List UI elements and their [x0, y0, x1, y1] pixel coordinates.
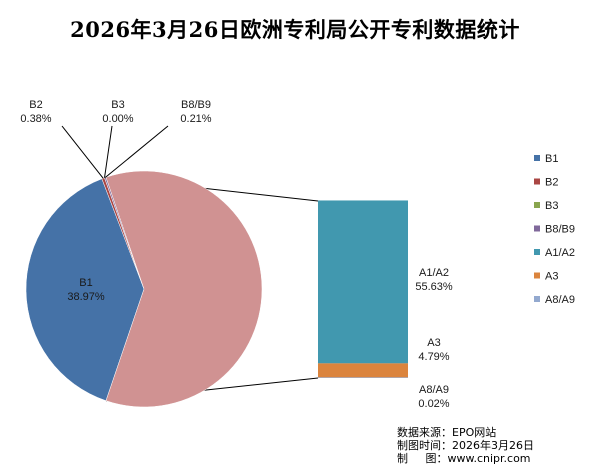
source-line-2: 制图时间：2026年3月26日: [397, 439, 534, 452]
bar-segment-a3: [318, 363, 408, 377]
data-label-a1-a2-name: A1/A2: [419, 267, 449, 279]
data-label-a3-value: 4.79%: [418, 351, 449, 363]
legend-label-b3: B3: [545, 200, 558, 212]
legend-swatch-a3: [534, 273, 540, 279]
leader-line-b3: [105, 126, 112, 178]
data-label-b1-name: B1: [79, 277, 92, 289]
data-label-b2-name: B2: [29, 99, 42, 111]
legend-swatch-b8-b9: [534, 226, 540, 232]
data-label-b8-b9-value: 0.21%: [180, 113, 211, 125]
source-line-1: 数据来源：EPO网站: [397, 426, 496, 439]
legend-label-a1-a2: A1/A2: [545, 247, 575, 259]
legend-label-b2: B2: [545, 177, 558, 189]
bar-segment-a8-a9: [318, 377, 408, 378]
data-label-b3-name: B3: [111, 99, 124, 111]
data-label-b2-value: 0.38%: [20, 113, 51, 125]
legend-label-a8-a9: A8/A9: [545, 294, 575, 306]
leader-line-b2: [62, 126, 103, 178]
legend-label-b8-b9: B8/B9: [545, 224, 575, 236]
data-label-b3-value: 0.00%: [102, 113, 133, 125]
data-label-a8-a9-name: A8/A9: [419, 384, 449, 396]
source-line-3: 制 图：www.cnipr.com: [397, 452, 531, 465]
leader-line-b8-b9: [105, 126, 168, 178]
data-label-b1-value: 38.97%: [67, 291, 105, 303]
legend-swatch-b1: [534, 155, 540, 161]
pie-group: [26, 171, 262, 407]
legend-swatch-a8-a9: [534, 296, 540, 302]
source-note: 数据来源：EPO网站 制图时间：2026年3月26日 制 图：www.cnipr…: [397, 426, 534, 465]
legend-swatch-a1-a2: [534, 249, 540, 255]
legend-swatch-b2: [534, 179, 540, 185]
bar-segment-a1-a2: [318, 200, 408, 363]
legend-swatch-b3: [534, 202, 540, 208]
legend-label-a3: A3: [545, 271, 558, 283]
data-label-a8-a9-value: 0.02%: [418, 398, 449, 410]
leader-lines: [62, 126, 168, 178]
legend-label-b1: B1: [545, 153, 558, 165]
legend: B1 B2 B3 B8/B9 A1/A2 A3 A8/A9: [534, 153, 575, 306]
stacked-bar-group: [318, 200, 408, 378]
data-label-a3-name: A3: [427, 337, 440, 349]
data-label-b8-b9-name: B8/B9: [181, 99, 211, 111]
data-label-a1-a2-value: 55.63%: [415, 281, 453, 293]
